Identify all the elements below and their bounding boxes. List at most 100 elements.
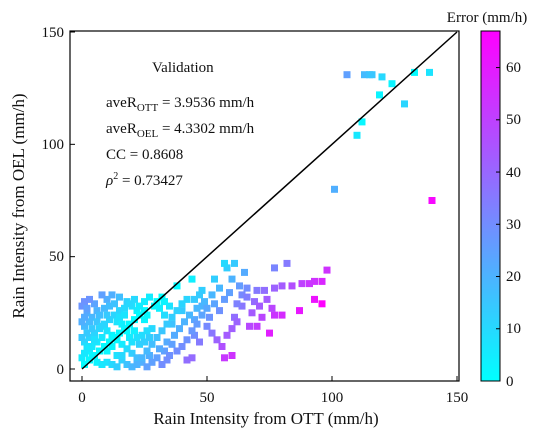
data-point-78: [88, 313, 96, 321]
data-point-94: [101, 343, 108, 350]
data-point-46: [228, 352, 236, 359]
data-point-152: [228, 325, 236, 333]
data-point-5: [388, 80, 396, 88]
data-point-160: [143, 311, 151, 319]
data-point-205: [113, 363, 121, 371]
data-point-31: [241, 268, 248, 276]
axis-ticks: [70, 31, 458, 381]
data-point-224: [256, 302, 263, 310]
data-point-85: [123, 345, 131, 353]
data-point-8: [426, 68, 433, 76]
data-point-200: [88, 352, 96, 359]
data-point-183: [126, 334, 133, 341]
data-point-181: [121, 311, 128, 319]
plot-frame: [69, 30, 460, 382]
data-point-93: [96, 347, 103, 355]
data-point-148: [208, 329, 216, 337]
colorbar-tick-10: 10: [506, 321, 521, 337]
data-point-66: [133, 307, 141, 315]
data-point-101: [136, 311, 143, 319]
data-point-110: [116, 307, 123, 315]
data-point-62: [168, 320, 176, 328]
data-point-182: [123, 327, 131, 335]
data-point-107: [101, 320, 108, 328]
data-point-72: [98, 291, 106, 299]
x-axis-label: Rain Intensity from OTT (mm/h): [153, 409, 378, 428]
data-point-157: [146, 293, 153, 301]
annotation-rho-squared: ρ2 = 0.73427: [105, 171, 183, 189]
data-point-1: [361, 71, 368, 79]
data-point-70: [108, 291, 116, 299]
data-point-199: [86, 345, 93, 353]
annotation-ave-ott: aveROTT = 3.9536 mm/h: [106, 95, 255, 114]
data-point-166: [166, 352, 173, 359]
data-points: [78, 68, 436, 371]
data-point-135: [178, 300, 186, 308]
data-point-102: [141, 307, 148, 315]
data-point-219: [221, 295, 228, 303]
data-point-87: [133, 354, 141, 362]
data-point-76: [78, 302, 86, 310]
data-point-158: [151, 302, 158, 310]
data-point-9: [401, 100, 408, 108]
data-point-177: [111, 300, 118, 308]
data-point-20: [278, 282, 286, 290]
data-point-216: [191, 295, 198, 303]
data-point-210: [193, 320, 201, 328]
data-point-75: [81, 298, 88, 306]
data-point-167: [81, 322, 88, 330]
data-point-60: [191, 316, 198, 324]
data-point-64: [148, 325, 156, 333]
colorbar-tick-20: 20: [506, 269, 521, 285]
data-point-40: [278, 311, 286, 319]
data-point-79: [93, 318, 101, 326]
data-point-12: [331, 185, 338, 193]
annotation-title: Validation: [152, 60, 214, 76]
data-point-112: [126, 300, 133, 308]
data-point-18: [298, 280, 306, 288]
data-point-84: [118, 340, 126, 348]
data-point-202: [98, 361, 106, 368]
data-point-198: [83, 304, 91, 312]
data-point-37: [311, 295, 318, 303]
data-point-114: [136, 302, 143, 310]
data-point-3: [368, 71, 376, 79]
data-point-220: [226, 289, 233, 297]
data-point-47: [221, 354, 228, 362]
data-point-203: [103, 358, 111, 366]
data-point-50: [183, 356, 191, 364]
data-point-24: [243, 284, 251, 292]
data-point-38: [318, 300, 326, 308]
data-point-212: [203, 304, 211, 312]
data-point-207: [178, 343, 186, 350]
data-point-162: [161, 298, 168, 306]
data-point-189: [141, 338, 148, 346]
y-tick-label-100: 100: [42, 137, 65, 153]
data-point-221: [233, 300, 241, 308]
data-point-54: [248, 309, 256, 317]
data-point-206: [118, 352, 126, 359]
data-point-90: [81, 361, 88, 368]
data-point-81: [103, 327, 111, 335]
data-point-179: [116, 313, 123, 321]
data-point-65: [141, 316, 148, 324]
data-point-222: [243, 293, 251, 301]
data-point-171: [91, 336, 98, 344]
data-point-138: [163, 338, 171, 346]
data-point-150: [218, 343, 226, 350]
x-tick-label-150: 150: [446, 390, 469, 406]
y-axis-label: Rain Intensity from OEL (mm/h): [9, 93, 28, 318]
data-point-115: [141, 298, 148, 306]
data-point-30: [221, 259, 228, 267]
data-point-26: [283, 259, 291, 267]
data-point-187: [136, 340, 143, 348]
data-point-196: [81, 313, 88, 321]
data-point-225: [263, 295, 271, 303]
data-point-120: [103, 347, 111, 355]
data-point-123: [118, 356, 126, 364]
colorbar-label: Error (mm/h): [447, 10, 527, 26]
data-point-7: [411, 68, 418, 76]
one-to-one-line: [81, 31, 458, 370]
data-point-176: [106, 302, 113, 310]
